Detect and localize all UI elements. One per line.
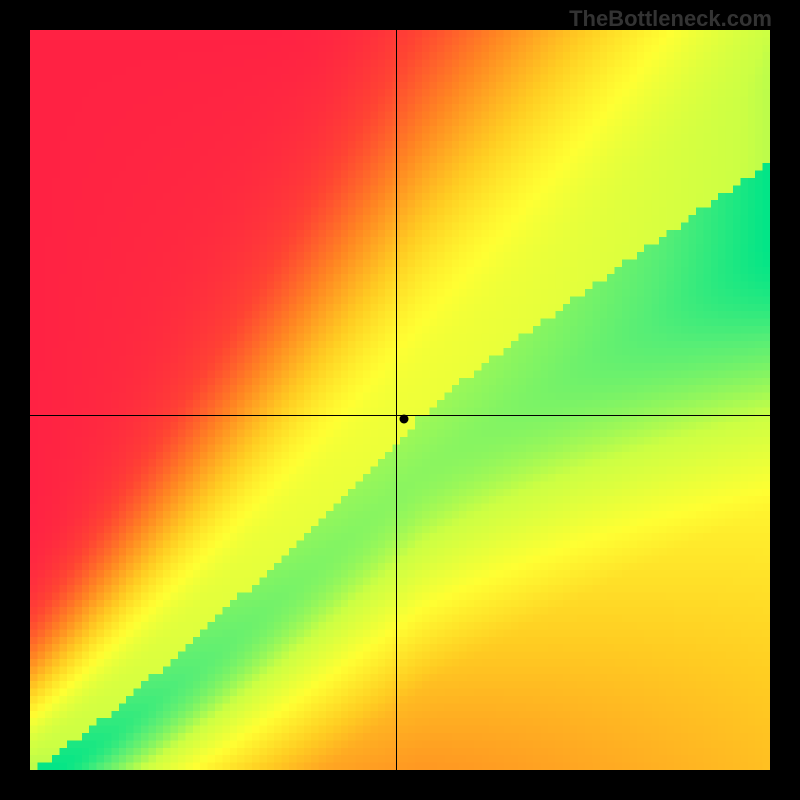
watermark-text: TheBottleneck.com (569, 6, 772, 32)
plot-area (30, 30, 770, 770)
chart-container: TheBottleneck.com (0, 0, 800, 800)
crosshair-vertical (396, 30, 397, 770)
heatmap-canvas (30, 30, 770, 770)
data-point-marker (399, 414, 408, 423)
